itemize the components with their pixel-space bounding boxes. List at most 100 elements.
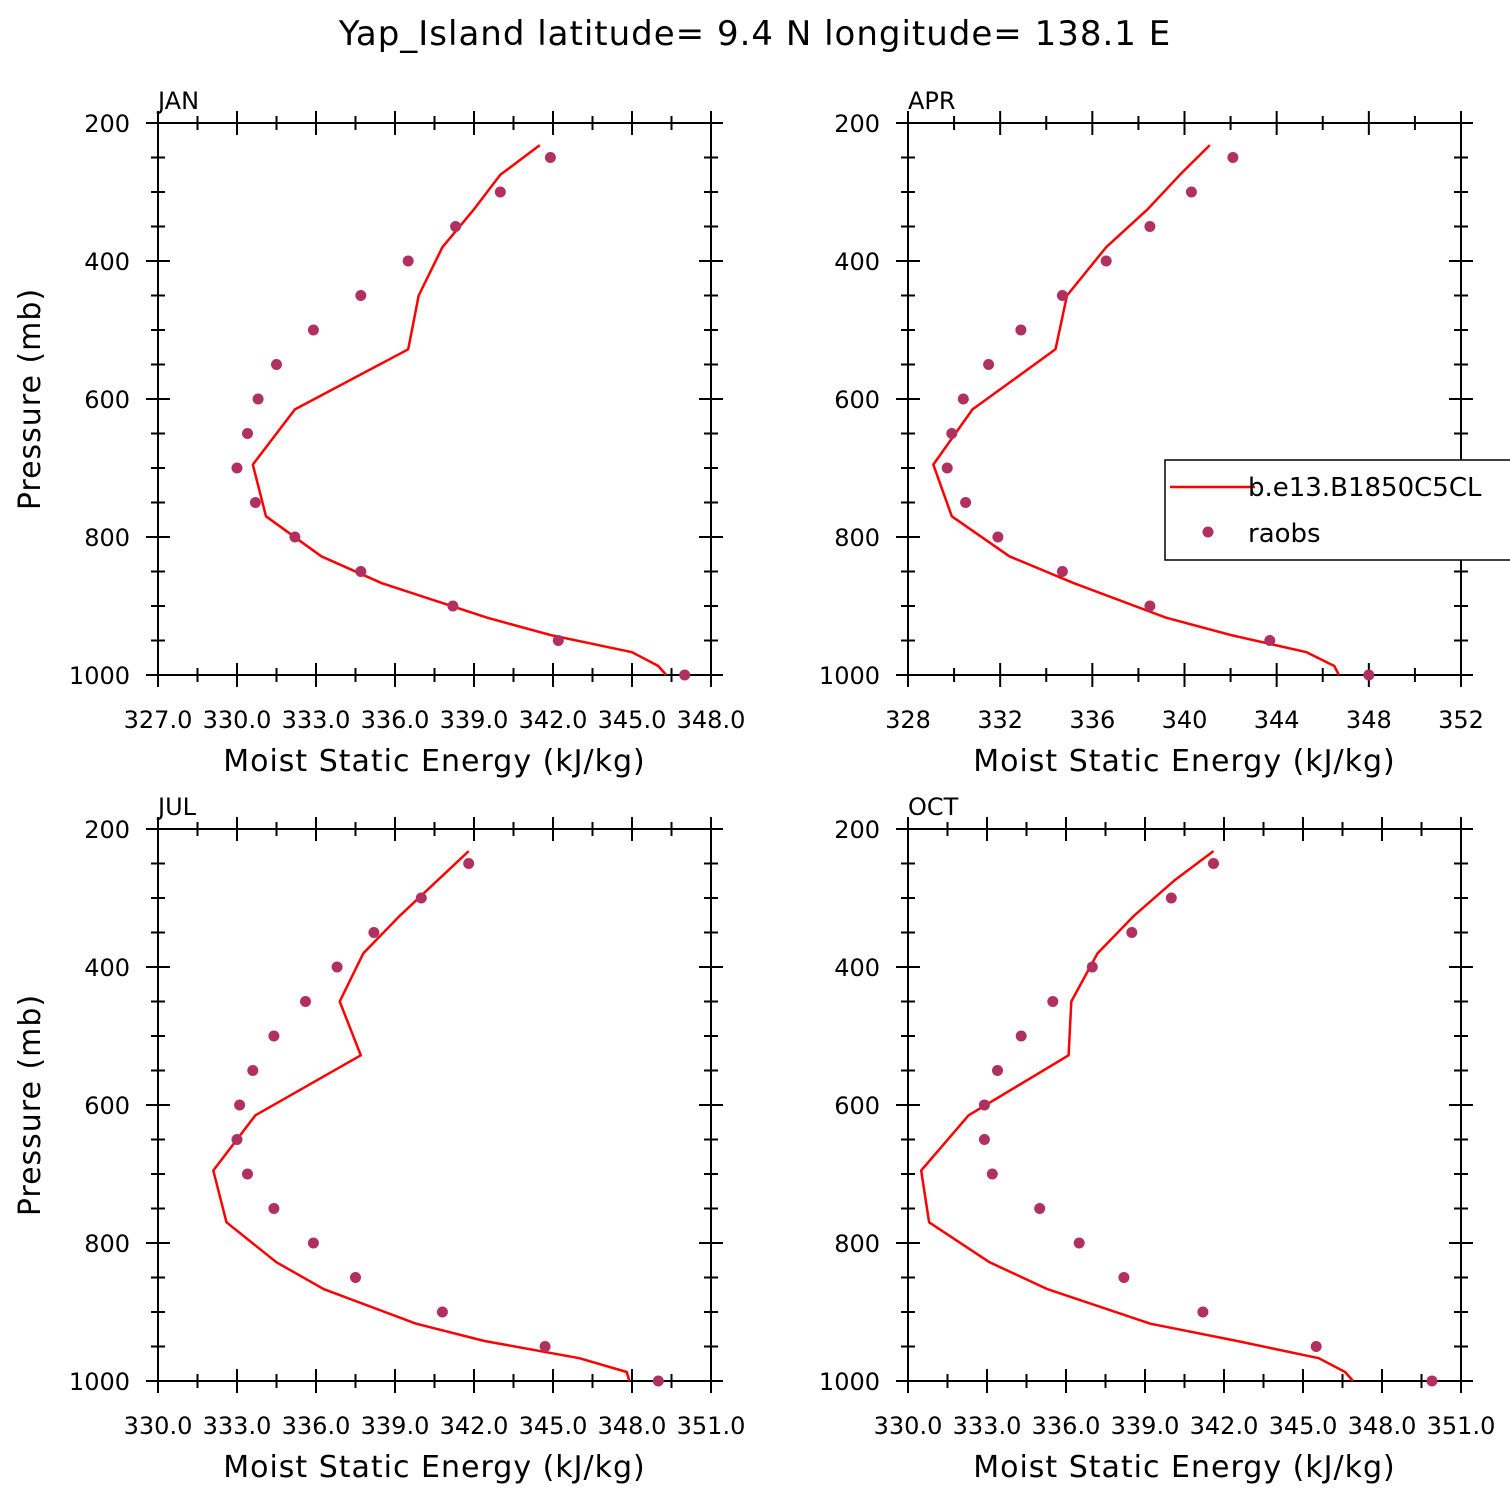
oct-raob-point (1197, 1306, 1209, 1318)
jul-model-line (212, 850, 631, 1382)
oct-ytick-label: 600 (834, 1092, 880, 1120)
oct-raob-point (1165, 892, 1177, 904)
jul-raob-point (242, 1168, 253, 1180)
apr-raob-point (941, 462, 953, 474)
jul-ytick-label: 800 (84, 1230, 130, 1258)
jul-raob-point (234, 1099, 246, 1111)
oct-raob-point (1034, 1203, 1046, 1214)
apr-model-line (932, 144, 1341, 676)
jul-raob-point (231, 1134, 243, 1145)
oct-raob-point (1015, 1030, 1027, 1042)
jan-raob-point (252, 393, 264, 405)
jan-xtick-label: 333.0 (282, 706, 351, 734)
jul-raob-point (331, 961, 343, 973)
jan-xtick-label: 342.0 (519, 706, 588, 734)
panels: JAN 200 400 600 800 1000 327.0 330.0 333.0 336.0 3… (13, 87, 1495, 1485)
jan-raob-point (494, 186, 506, 198)
jan-xtick-label: 345.0 (598, 706, 667, 734)
jan-ytick-label: 200 (84, 110, 130, 138)
jul-raob-point (539, 1341, 551, 1352)
oct-ytick-label: 800 (834, 1230, 880, 1258)
oct-plot-frame (907, 828, 1462, 1382)
jul-panel-title: JUL (156, 793, 197, 821)
oct-xtick-label: 333.0 (953, 1412, 1022, 1440)
jul-raob-point (368, 927, 380, 938)
apr-x-axis-label: Moist Static Energy (kJ/kg) (973, 744, 1396, 779)
jul-raob-point (436, 1306, 448, 1318)
apr-xtick-label: 336 (1069, 706, 1115, 734)
legend-model-label: b.e13.B1850C5CL (1248, 473, 1482, 503)
jan-raob-point (355, 290, 367, 301)
apr-raob-point (946, 428, 958, 439)
apr-raob-point (957, 393, 969, 405)
panel-jan: JAN 200 400 600 800 1000 327.0 330.0 333.0 336.0 3… (13, 87, 745, 779)
apr-plot-frame (907, 122, 1462, 676)
jul-raob-point (350, 1272, 361, 1283)
apr-raob-point (1144, 600, 1156, 612)
oct-ytick-label: 400 (834, 954, 880, 982)
jul-x-axis-label: Moist Static Energy (kJ/kg) (223, 1450, 646, 1485)
jul-raob-point (415, 892, 427, 904)
oct-xtick-label: 339.0 (1111, 1412, 1180, 1440)
legend-box (1164, 459, 1510, 561)
jul-y-axis-label: Pressure (mb) (13, 994, 48, 1216)
oct-raob-point (978, 1134, 990, 1145)
jan-panel-title: JAN (156, 87, 199, 115)
figure-title: Yap_Island latitude= 9.4 N longitude= 13… (338, 14, 1171, 54)
jul-ytick-label: 600 (84, 1092, 130, 1120)
jan-y-axis-label: Pressure (mb) (13, 288, 48, 510)
jan-raob-point (271, 359, 282, 370)
jul-raob-point (247, 1065, 259, 1076)
oct-raob-point (1118, 1272, 1130, 1283)
jan-plot-frame (157, 122, 712, 676)
jan-raob-point (289, 531, 301, 543)
jul-xtick-label: 348.0 (598, 1412, 667, 1440)
apr-xtick-label: 352 (1438, 706, 1484, 734)
apr-ytick-label: 600 (834, 386, 880, 414)
jul-xtick-label: 351.0 (677, 1412, 746, 1440)
apr-ytick-label: 200 (834, 110, 880, 138)
jul-raob-point (652, 1375, 664, 1387)
jan-raob-point (355, 566, 367, 577)
apr-ytick-label: 400 (834, 248, 880, 276)
apr-raob-point (1015, 324, 1027, 336)
oct-x-axis-label: Moist Static Energy (kJ/kg) (973, 1450, 1396, 1485)
legend: b.e13.B1850C5CL raobs (1164, 459, 1510, 561)
oct-xtick-label: 336.0 (1032, 1412, 1101, 1440)
jul-xtick-label: 330.0 (124, 1412, 193, 1440)
jan-raob-point (679, 669, 691, 681)
oct-ytick-label: 200 (834, 816, 880, 844)
apr-raob-point (1185, 186, 1197, 198)
apr-raob-point (960, 497, 972, 508)
jul-xtick-label: 342.0 (440, 1412, 509, 1440)
jan-xtick-label: 348.0 (677, 706, 746, 734)
jul-ytick-label: 1000 (69, 1368, 130, 1396)
jul-xtick-label: 339.0 (361, 1412, 430, 1440)
jul-ytick-label: 400 (84, 954, 130, 982)
apr-raob-point (1227, 152, 1239, 163)
oct-raob-point (1426, 1375, 1438, 1387)
apr-ytick-label: 800 (834, 524, 880, 552)
oct-raob-point (992, 1065, 1003, 1076)
jul-xtick-label: 333.0 (203, 1412, 272, 1440)
jan-raob-point (552, 635, 564, 646)
apr-xtick-label: 344 (1254, 706, 1300, 734)
apr-raob-point (983, 359, 995, 370)
apr-ytick-label: 1000 (819, 662, 880, 690)
oct-xtick-label: 342.0 (1190, 1412, 1259, 1440)
legend-obs-label: raobs (1248, 519, 1321, 549)
oct-xtick-label: 345.0 (1269, 1412, 1338, 1440)
jan-raob-point (242, 428, 253, 439)
jan-xtick-label: 327.0 (124, 706, 193, 734)
jul-raob-point (300, 996, 311, 1007)
apr-xtick-label: 328 (885, 706, 931, 734)
jul-raob-point (268, 1203, 280, 1214)
jan-xtick-label: 330.0 (203, 706, 272, 734)
oct-panel-title: OCT (908, 793, 959, 821)
jan-ytick-label: 1000 (69, 662, 130, 690)
jul-raob-point (307, 1237, 319, 1249)
jan-ytick-label: 400 (84, 248, 130, 276)
oct-raob-point (1310, 1341, 1322, 1352)
jan-ytick-label: 800 (84, 524, 130, 552)
